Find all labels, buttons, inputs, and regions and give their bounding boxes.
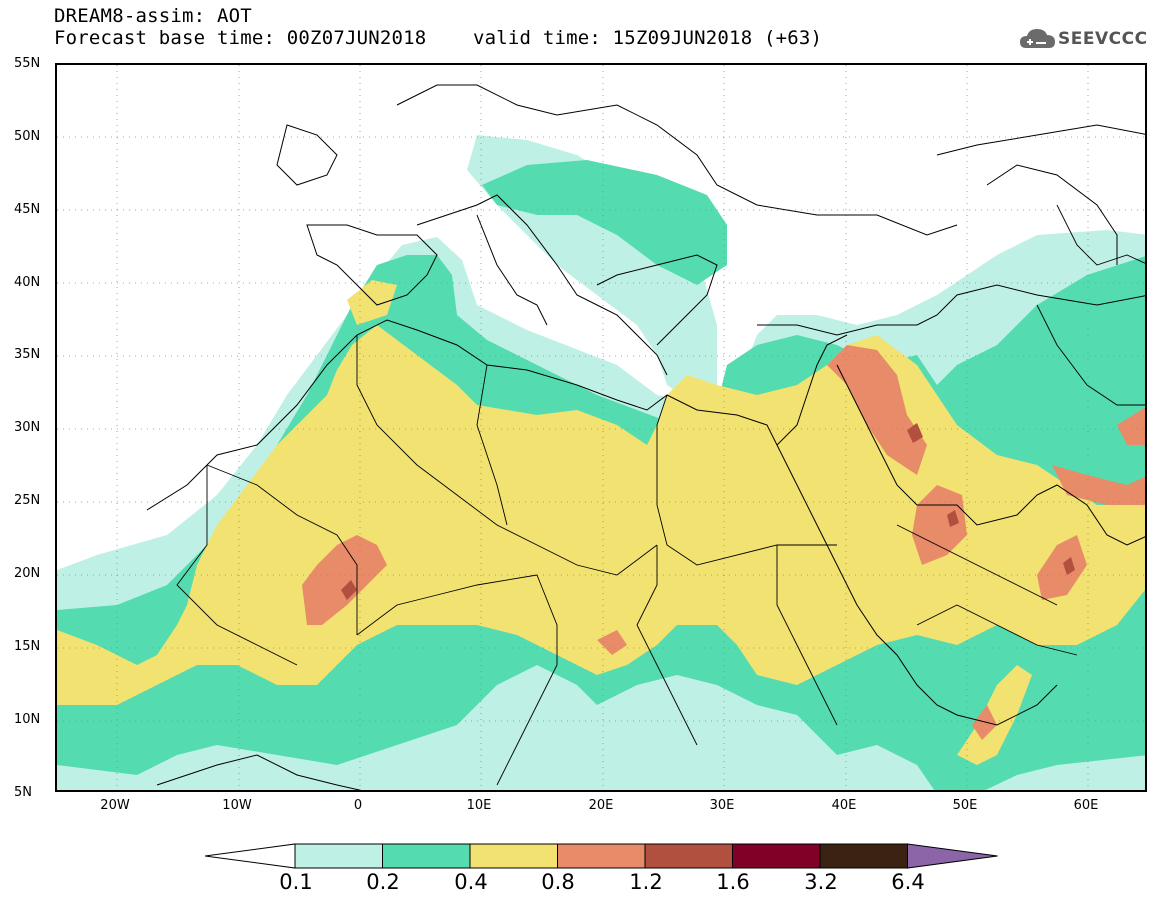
lon-label-20w: 20W [100, 798, 130, 813]
lat-label-55n: 55N [14, 56, 41, 71]
colorbar-label-0.8: 0.8 [541, 870, 575, 894]
country-borders [176, 204, 1145, 786]
logo-text: SEEVCCC [1058, 29, 1148, 49]
aot-map [57, 65, 1145, 790]
lon-label-40e: 40E [831, 798, 857, 813]
colorbar-label-3.2: 3.2 [804, 870, 838, 894]
colorbar-label-1.2: 1.2 [629, 870, 663, 894]
colorbar-label-0.4: 0.4 [454, 870, 488, 894]
colorbar-cell-7 [819, 843, 908, 869]
lat-label-20n: 20N [14, 566, 41, 581]
lat-label-45n: 45N [14, 202, 41, 217]
lat-label-10n: 10N [14, 712, 41, 727]
colorbar-cell-1 [294, 843, 383, 869]
lon-label-0: 0 [353, 798, 363, 813]
lon-label-20e: 20E [588, 798, 614, 813]
chart-title: DREAM8-assim: AOT [54, 5, 252, 27]
lat-label-25n: 25N [14, 493, 41, 508]
seevccc-logo [1018, 24, 1128, 54]
colorbar-label-0.2: 0.2 [366, 870, 400, 894]
colorbar-cell-3 [469, 843, 558, 869]
colorbar [205, 843, 998, 869]
colorbar-over-triangle [907, 843, 998, 869]
map-panel [55, 63, 1147, 792]
lat-label-50n: 50N [14, 129, 41, 144]
lon-label-50e: 50E [952, 798, 978, 813]
coastlines [146, 84, 1145, 790]
graticule [57, 65, 1145, 790]
lon-label-10w: 10W [222, 798, 252, 813]
colorbar-cell-2 [382, 843, 471, 869]
colorbar-cell-6 [732, 843, 821, 869]
lat-label-40n: 40N [14, 275, 41, 290]
forecast-time-info: Forecast base time: 00Z07JUN2018 valid t… [54, 27, 823, 49]
lon-label-10e: 10E [466, 798, 492, 813]
colorbar-cell-4 [557, 843, 646, 869]
lon-label-30e: 30E [709, 798, 735, 813]
colorbar-label-0.1: 0.1 [279, 870, 313, 894]
colorbar-label-6.4: 6.4 [891, 870, 925, 894]
lat-label-5n: 5N [14, 785, 32, 800]
colorbar-under-triangle [205, 843, 296, 869]
aot-field-1.2 [341, 423, 1075, 600]
lon-label-60e: 60E [1073, 798, 1099, 813]
lat-label-15n: 15N [14, 639, 41, 654]
colorbar-cell-5 [644, 843, 733, 869]
lat-label-30n: 30N [14, 420, 41, 435]
cloud-icon [1020, 29, 1055, 48]
colorbar-label-1.6: 1.6 [716, 870, 750, 894]
lat-label-35n: 35N [14, 347, 41, 362]
